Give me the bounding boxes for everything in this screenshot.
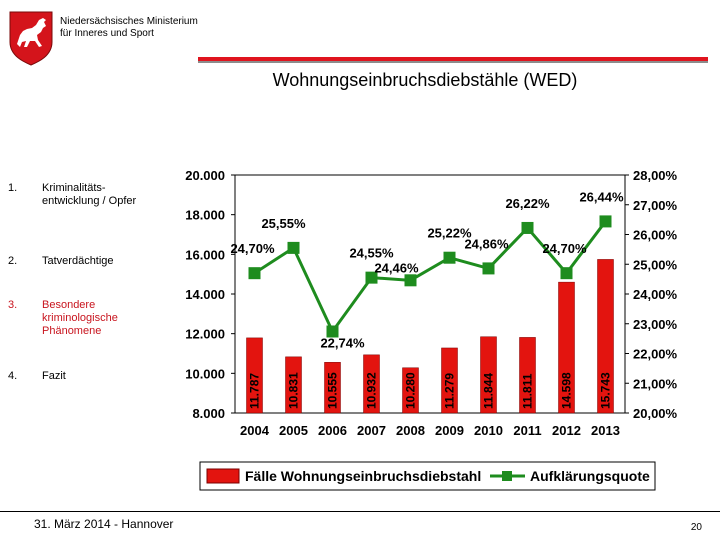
x-axis-tick-label: 2011 — [513, 423, 541, 438]
legend-bar-label: Fälle Wohnungseinbruchsdiebstahl — [245, 468, 481, 484]
legend-bar-swatch — [206, 468, 240, 484]
agenda-item-number: 2. — [8, 255, 18, 267]
bar-value-label: 14.598 — [560, 372, 574, 409]
header-grey-rule — [198, 61, 708, 63]
bar-value-label: 10.280 — [404, 372, 418, 409]
ministry-line-1: Niedersächsisches Ministerium — [60, 16, 198, 27]
ministry-line-2: für Inneres und Sport — [60, 28, 154, 39]
quote-marker — [326, 325, 339, 338]
agenda-item-label: Fazit — [42, 370, 66, 382]
quote-marker — [404, 274, 417, 287]
x-axis-tick-label: 2005 — [279, 423, 308, 438]
x-axis-tick-label: 2009 — [435, 423, 464, 438]
quote-value-label: 22,74% — [320, 335, 365, 350]
left-axis-tick-label: 10.000 — [185, 366, 225, 381]
left-axis-tick-label: 16.000 — [185, 247, 225, 262]
x-axis-tick-label: 2008 — [396, 423, 425, 438]
left-axis-tick-label: 18.000 — [185, 208, 225, 223]
x-axis-tick-label: 2010 — [474, 423, 503, 438]
right-axis-tick-label: 20,00% — [633, 406, 678, 421]
ministry-name: Niedersächsisches Ministerium für Innere… — [60, 16, 198, 40]
bar — [597, 259, 614, 414]
legend-box — [199, 461, 656, 491]
quote-value-label: 25,55% — [261, 216, 306, 231]
right-axis-tick-label: 28,00% — [633, 168, 678, 183]
bar-value-label: 11.279 — [443, 373, 457, 409]
agenda-item-number: 1. — [8, 182, 18, 194]
quote-marker — [521, 221, 534, 234]
bar — [363, 354, 380, 414]
bar-value-label: 10.932 — [365, 372, 379, 409]
bar — [441, 347, 458, 414]
agenda-item-number: 4. — [8, 370, 18, 382]
quote-marker — [482, 262, 495, 275]
quote-value-label: 26,44% — [579, 189, 624, 204]
bar-value-label: 10.555 — [326, 372, 340, 409]
quote-line — [253, 220, 607, 335]
x-axis-tick-label: 2006 — [318, 423, 347, 438]
x-axis-tick-label: 2004 — [240, 423, 270, 438]
bar-value-label: 11.811 — [521, 373, 535, 409]
quote-value-label: 24,55% — [349, 246, 394, 261]
agenda-item-number: 3. — [8, 299, 18, 311]
slide-title: Wohnungseinbruchsdiebstähle (WED) — [272, 70, 578, 90]
legend-line-marker — [502, 471, 512, 481]
x-axis-tick-label: 2007 — [357, 423, 386, 438]
right-axis-tick-label: 24,00% — [633, 287, 678, 302]
bar — [246, 337, 263, 414]
x-axis-tick-label: 2012 — [552, 423, 581, 438]
right-axis-tick-label: 27,00% — [633, 198, 678, 213]
agenda-item-label: Besondere kriminologische Phänomene — [42, 299, 118, 337]
right-axis-tick-label: 25,00% — [633, 257, 678, 272]
footer-divider — [0, 511, 720, 512]
right-axis-tick-label: 23,00% — [633, 317, 678, 332]
quote-marker — [365, 271, 378, 284]
wed-chart: 8.000 10.000 12.000 14.000 16.000 18.000 20.00… — [185, 168, 678, 491]
bar — [285, 356, 302, 414]
quote-marker — [248, 267, 261, 280]
right-axis-tick-label: 21,00% — [633, 376, 678, 391]
page-number: 20 — [690, 522, 702, 533]
left-axis-tick-label: 14.000 — [185, 287, 225, 302]
agenda-item-label: Kriminalitäts-entwicklung / Opfer — [42, 182, 137, 207]
agenda-item-label: Tatverdächtige — [42, 255, 114, 267]
bar-value-label: 10.831 — [287, 372, 301, 409]
quote-marker — [599, 215, 612, 228]
bar — [480, 336, 497, 414]
right-axis-tick-label: 26,00% — [633, 228, 678, 243]
left-axis-tick-label: 20.000 — [185, 168, 225, 183]
bar-value-label: 15.743 — [599, 372, 613, 409]
quote-value-label: 24,70% — [542, 241, 587, 256]
bar — [519, 337, 536, 414]
bar-value-label: 11.844 — [482, 373, 496, 409]
bar — [324, 362, 341, 414]
lower-saxony-horse-logo — [9, 11, 53, 66]
legend-line-label: Aufklärungsquote — [530, 468, 650, 484]
quote-marker — [443, 251, 456, 264]
quote-value-label: 24,86% — [464, 236, 509, 251]
left-axis-tick-label: 8.000 — [192, 406, 225, 421]
quote-marker — [287, 241, 300, 254]
right-axis-tick-label: 22,00% — [633, 347, 678, 362]
bar — [402, 367, 419, 414]
quote-value-label: 25,22% — [427, 226, 472, 241]
quote-value-label: 24,46% — [374, 260, 419, 275]
footer-date: 31. März 2014 - Hannover — [34, 517, 174, 531]
quote-value-label: 24,70% — [230, 241, 275, 256]
bar — [558, 281, 575, 414]
x-axis-tick-label: 2013 — [591, 423, 620, 438]
header-red-rule — [198, 57, 708, 61]
quote-marker — [560, 267, 573, 280]
bar-value-label: 11.787 — [248, 373, 262, 409]
quote-value-label: 26,22% — [505, 196, 550, 211]
left-axis-tick-label: 12.000 — [185, 327, 225, 342]
